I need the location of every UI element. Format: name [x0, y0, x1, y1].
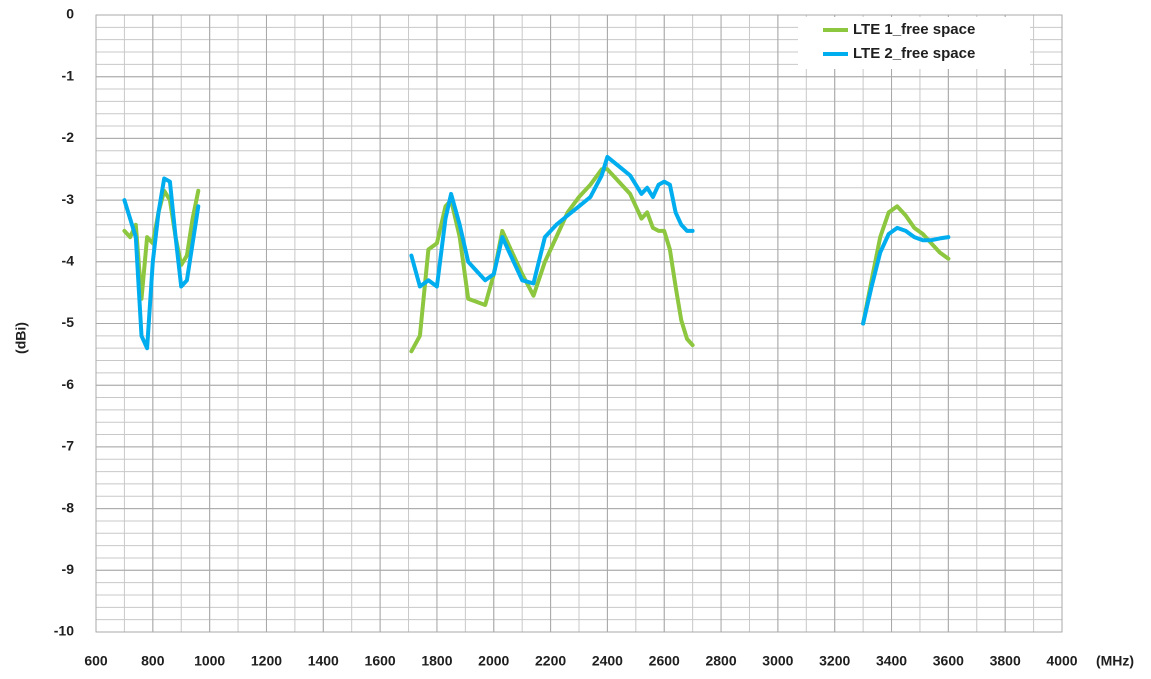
x-tick-label: 4000 [1046, 653, 1077, 669]
legend: LTE 1_free space LTE 2_free space [798, 17, 1030, 69]
y-tick-label: -2 [62, 129, 75, 145]
y-tick-label: -7 [62, 438, 75, 454]
x-tick-label: 3600 [933, 653, 964, 669]
x-tick-label: 2800 [705, 653, 736, 669]
lines [122, 154, 951, 354]
grid [95, 14, 1063, 633]
y-tick-label: -9 [62, 561, 75, 577]
y-tick-label: -6 [62, 376, 75, 392]
legend-label: LTE 1_free space [853, 21, 975, 38]
x-tick-label: 3800 [990, 653, 1021, 669]
x-tick-label: 2200 [535, 653, 566, 669]
series-line [122, 154, 951, 351]
x-tick-label: 3400 [876, 653, 907, 669]
y-axis-label: (dBi) [13, 322, 29, 354]
x-tick-label: 1000 [194, 653, 225, 669]
y-tick-label: -5 [62, 314, 75, 330]
x-tick-label: 2600 [649, 653, 680, 669]
x-tick-label: 2000 [478, 653, 509, 669]
legend-label: LTE 2_free space [853, 45, 975, 62]
y-tick-label: -3 [62, 191, 75, 207]
x-tick-label: 1600 [365, 653, 396, 669]
x-tick-label: 1400 [308, 653, 339, 669]
y-tick-label: -1 [62, 67, 75, 83]
x-axis-label: (MHz) [1096, 653, 1134, 669]
x-tick-label: 2400 [592, 653, 623, 669]
x-tick-label: 1200 [251, 653, 282, 669]
x-tick-label: 3000 [762, 653, 793, 669]
x-tick-label: 3200 [819, 653, 850, 669]
x-tick-label: 600 [84, 653, 108, 669]
y-tick-label: -4 [62, 253, 75, 269]
x-tick-label: 1800 [421, 653, 452, 669]
y-tick-label: -8 [62, 499, 75, 515]
y-tick-label: 0 [66, 6, 74, 22]
x-tick-label: 800 [141, 653, 165, 669]
labels: 0 -1 -2 -3 -4 -5 -6 -7 -8 -9 -10 600 800 1000 1200 1400… [54, 6, 1078, 669]
legend-box [798, 17, 1030, 69]
y-tick-label: -10 [54, 623, 74, 639]
